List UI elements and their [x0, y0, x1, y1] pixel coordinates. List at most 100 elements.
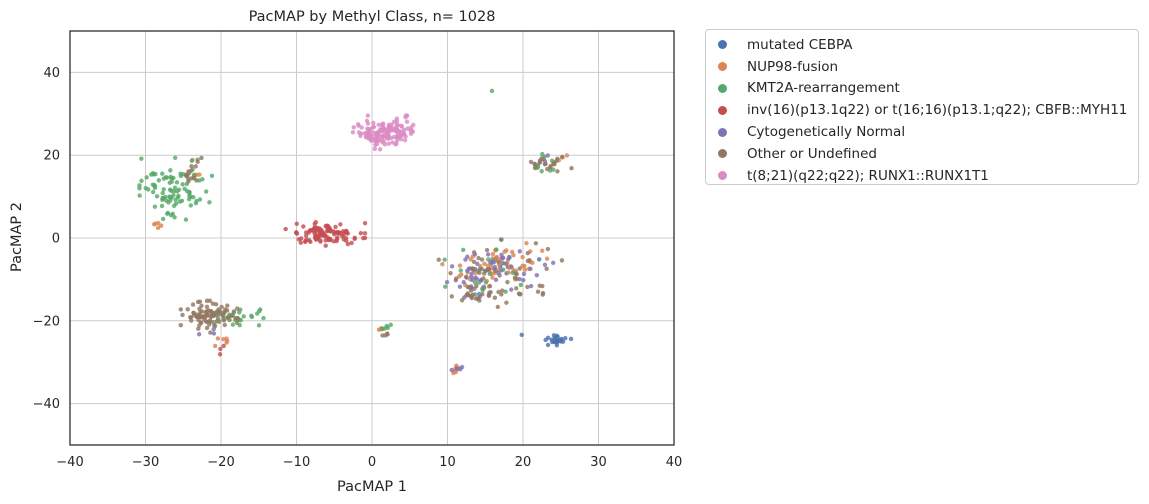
data-point	[362, 231, 368, 236]
data-point	[410, 129, 415, 134]
data-point	[178, 171, 183, 176]
data-point	[505, 279, 510, 285]
data-point	[536, 257, 542, 262]
series-points-6	[350, 113, 416, 152]
data-point	[185, 307, 190, 312]
data-point	[545, 342, 551, 348]
data-point	[509, 287, 514, 292]
data-point	[214, 319, 220, 324]
data-point	[480, 292, 485, 297]
data-point	[558, 339, 564, 344]
data-point	[160, 197, 165, 202]
data-point	[219, 304, 224, 310]
data-point	[189, 158, 195, 163]
data-point	[555, 169, 560, 174]
data-point	[490, 275, 495, 280]
data-point	[323, 224, 328, 229]
data-point	[537, 158, 543, 163]
data-point	[443, 284, 448, 289]
data-point	[528, 266, 533, 272]
data-point	[457, 274, 462, 279]
data-point	[525, 284, 530, 290]
data-point	[234, 320, 240, 326]
data-point	[530, 260, 535, 266]
data-point	[544, 266, 549, 272]
data-point	[362, 220, 368, 226]
data-point	[474, 283, 479, 289]
data-point	[493, 268, 498, 273]
legend-item: t(8;21)(q22;q22); RUNX1::RUNX1T1	[718, 165, 1128, 187]
data-point	[150, 189, 156, 195]
data-point	[199, 155, 204, 161]
data-point	[399, 123, 404, 128]
data-point	[168, 212, 174, 218]
data-point	[535, 289, 541, 294]
data-point	[517, 249, 522, 254]
y-tick-label: 0	[52, 232, 60, 247]
data-point	[207, 200, 212, 205]
data-point	[537, 283, 542, 288]
data-point	[522, 267, 528, 272]
data-point	[371, 124, 377, 130]
y-tick-label: 40	[43, 66, 60, 81]
scatter-chart: −40 −30 −20 −10 0 10 20 30 40 −40 −20 0 20 40 PacMAP…	[9, 9, 682, 495]
data-point	[212, 322, 217, 328]
data-point	[312, 226, 317, 231]
legend-marker	[718, 40, 727, 50]
legend-label: mutated CEBPA	[747, 36, 853, 53]
data-point	[484, 247, 490, 253]
data-point	[444, 280, 450, 285]
data-point	[380, 333, 385, 338]
legend-marker	[718, 105, 727, 115]
data-point	[481, 276, 486, 281]
data-point	[367, 136, 373, 142]
data-point	[374, 130, 380, 136]
data-point	[552, 335, 558, 340]
data-point	[495, 304, 501, 310]
data-point	[569, 166, 574, 171]
data-point	[356, 123, 361, 128]
legend-label: t(8;21)(q22;q22); RUNX1::RUNX1T1	[747, 167, 989, 184]
data-point	[312, 231, 317, 236]
data-point	[519, 332, 524, 338]
data-point	[520, 263, 525, 269]
data-point	[137, 186, 142, 191]
data-point	[388, 135, 394, 141]
data-point	[217, 352, 223, 357]
data-point	[485, 252, 491, 257]
data-point	[499, 288, 505, 293]
data-point	[283, 226, 288, 232]
data-point	[204, 319, 209, 324]
data-point	[178, 322, 183, 328]
data-point	[479, 257, 485, 262]
series-points-5	[178, 154, 574, 338]
data-point	[215, 336, 221, 341]
x-tick-label: 0	[368, 455, 376, 470]
data-point	[184, 172, 189, 177]
data-point	[471, 259, 477, 264]
data-point	[506, 270, 511, 275]
data-point	[449, 264, 455, 269]
data-point	[164, 198, 169, 203]
data-point	[449, 367, 454, 373]
data-point	[544, 256, 550, 261]
data-point	[459, 298, 465, 303]
data-point	[322, 233, 328, 238]
data-point	[237, 310, 242, 315]
data-point	[552, 162, 557, 167]
data-point	[385, 332, 390, 337]
data-point	[235, 306, 240, 311]
data-point	[394, 138, 400, 143]
data-point	[477, 298, 482, 303]
data-point	[362, 131, 368, 136]
data-point	[453, 276, 459, 281]
data-point	[471, 250, 477, 255]
data-point	[465, 284, 471, 290]
data-point	[436, 257, 441, 262]
data-point	[457, 284, 463, 289]
data-point	[372, 146, 378, 152]
data-point	[376, 122, 381, 127]
data-point	[384, 323, 389, 329]
legend-label: Other or Undefined	[747, 145, 877, 162]
y-tick-label: 20	[43, 149, 60, 164]
